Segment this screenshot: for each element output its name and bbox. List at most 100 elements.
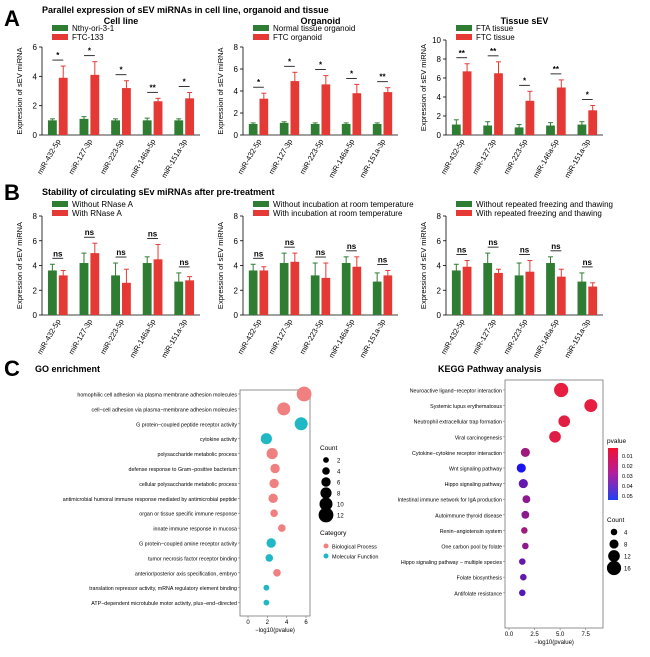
significance-label: ns bbox=[378, 255, 388, 264]
chart-title: GO enrichment bbox=[35, 364, 100, 374]
y-tick-label: 6 bbox=[437, 237, 442, 246]
bar bbox=[58, 275, 68, 315]
term-label: homophilic cell adhesion via plasma memb… bbox=[77, 393, 237, 399]
x-tick-label: 5.0 bbox=[556, 632, 565, 638]
bar bbox=[577, 281, 587, 315]
bar bbox=[90, 253, 100, 315]
legend-title: Count bbox=[320, 445, 338, 452]
legend-label: 12 bbox=[624, 555, 631, 561]
legend-swatch bbox=[456, 201, 472, 207]
bar bbox=[383, 92, 393, 135]
legend-dot bbox=[321, 477, 331, 487]
x-tick-label: miR-151a-3p bbox=[358, 138, 387, 180]
dot bbox=[270, 509, 278, 517]
x-tick-label: miR-223-5p bbox=[298, 318, 325, 356]
legend-swatch bbox=[52, 201, 68, 207]
x-tick-label: miR-223-5p bbox=[98, 138, 125, 176]
x-tick-label: miR-127-3p bbox=[67, 138, 94, 176]
bar bbox=[142, 120, 152, 135]
x-tick-label: miR-146a-5p bbox=[327, 138, 356, 180]
significance-label: ** bbox=[459, 49, 466, 58]
bar bbox=[248, 124, 258, 135]
pathway-label: Viral carcinogenesis bbox=[455, 435, 503, 441]
x-tick-label: miR-223-5p bbox=[298, 138, 325, 176]
legend-label: With RNase A bbox=[72, 209, 122, 218]
significance-label: ns bbox=[583, 258, 593, 267]
bar bbox=[525, 271, 535, 315]
y-tick-label: 0 bbox=[437, 311, 442, 320]
bar bbox=[352, 266, 362, 315]
bar bbox=[372, 281, 382, 315]
bar bbox=[47, 270, 57, 315]
x-tick-label: miR-146a-5p bbox=[327, 318, 356, 360]
dot bbox=[522, 542, 529, 550]
y-tick-label: 2 bbox=[437, 286, 442, 295]
legend-label: Without incubation at room temperature bbox=[273, 200, 414, 209]
colorbar-tick-label: 0.05 bbox=[622, 494, 633, 500]
x-tick-label: miR-146a-5p bbox=[128, 138, 157, 180]
legend-swatch bbox=[253, 25, 269, 31]
pathway-label: Neuroactive ligand−receptor interaction bbox=[410, 389, 502, 395]
bar-chart-b3: Without repeated freezing and thawingWit… bbox=[419, 200, 613, 360]
bar bbox=[290, 81, 300, 135]
legend-label: Molecular Function bbox=[332, 555, 378, 561]
dot bbox=[260, 433, 272, 445]
x-tick-label: 0.0 bbox=[505, 632, 514, 638]
bar bbox=[279, 122, 289, 135]
legend-label: FTA tissue bbox=[476, 24, 514, 33]
y-axis-label: Expression of sEV miRNA bbox=[15, 222, 24, 309]
term-label: organ or tissue specific immune response bbox=[139, 512, 237, 518]
dot bbox=[268, 493, 278, 503]
significance-label: ** bbox=[490, 47, 497, 56]
bar bbox=[259, 270, 269, 315]
y-tick-label: 0 bbox=[234, 131, 239, 140]
legend-label: 16 bbox=[624, 567, 631, 573]
legend-label: Normal tissue organoid bbox=[273, 24, 355, 33]
term-label: ATP−dependent microtubule motor activity… bbox=[91, 601, 237, 607]
y-tick-label: 2 bbox=[33, 102, 38, 111]
legend-label: Without RNase A bbox=[72, 200, 134, 209]
chart-title: KEGG Pathway analysis bbox=[438, 364, 542, 374]
bar bbox=[352, 93, 362, 135]
legend-swatch bbox=[456, 34, 472, 40]
chart-title: Organoid bbox=[301, 16, 341, 26]
bar bbox=[462, 71, 472, 135]
legend-swatch bbox=[253, 201, 269, 207]
bar bbox=[310, 275, 320, 315]
x-tick-label: miR-432-5p bbox=[439, 318, 466, 356]
dot bbox=[522, 495, 531, 504]
x-tick-label: miR-151a-3p bbox=[159, 318, 188, 360]
x-tick-label: miR-127-3p bbox=[267, 138, 294, 176]
bar bbox=[588, 110, 598, 135]
y-axis-label: Expression of sEV miRNA bbox=[15, 47, 24, 134]
dot bbox=[549, 430, 561, 443]
x-tick-label: 2 bbox=[266, 620, 270, 626]
y-tick-label: 8 bbox=[33, 212, 38, 221]
y-tick-label: 10 bbox=[432, 36, 441, 45]
legend-swatch bbox=[456, 210, 472, 216]
pathway-label: Antifolate resistance bbox=[454, 591, 502, 597]
chart-title: Cell line bbox=[104, 16, 139, 26]
x-tick-label: miR-432-5p bbox=[236, 318, 263, 356]
y-axis-label: Expression of sEV miRNA bbox=[216, 222, 225, 309]
bar bbox=[546, 263, 555, 315]
legend-dot bbox=[323, 457, 329, 463]
bar bbox=[514, 275, 524, 315]
legend-dot bbox=[323, 543, 329, 549]
y-tick-label: 8 bbox=[437, 55, 442, 64]
bar bbox=[111, 120, 120, 135]
dot bbox=[554, 382, 569, 398]
legend-title: pvalue bbox=[607, 438, 627, 445]
bar bbox=[79, 118, 89, 135]
bar-chart-b2: Without incubation at room temperatureWi… bbox=[216, 200, 414, 360]
bar bbox=[290, 261, 300, 315]
term-label: cytokine activity bbox=[200, 437, 237, 443]
legend-label: With repeated freezing and thawing bbox=[476, 209, 602, 218]
legend-label: 4 bbox=[624, 531, 628, 537]
bar bbox=[321, 84, 331, 135]
pathway-label: Intestinal immune network for IgA produc… bbox=[397, 498, 502, 504]
legend-title: Count bbox=[607, 517, 625, 524]
bar bbox=[122, 282, 131, 315]
